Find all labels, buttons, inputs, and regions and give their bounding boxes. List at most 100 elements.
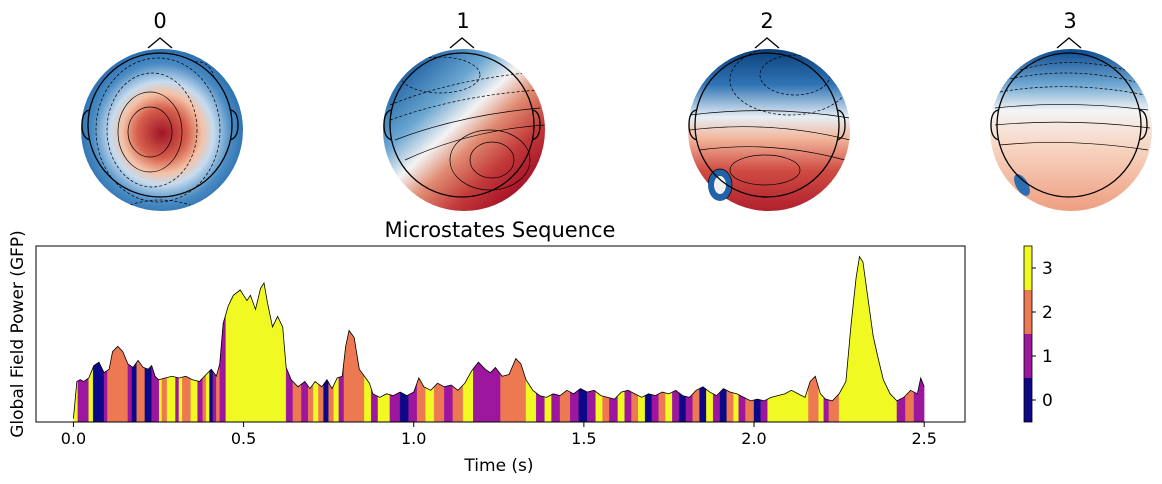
state-segment-32 bbox=[323, 379, 329, 423]
topomap-1-head-outline bbox=[383, 37, 541, 198]
state-segment-21 bbox=[209, 368, 214, 423]
state-segment-64 bbox=[631, 391, 639, 423]
state-segment-13 bbox=[166, 376, 176, 423]
state-segment-27 bbox=[292, 381, 302, 423]
state-segment-55 bbox=[559, 390, 571, 423]
state-segment-73 bbox=[692, 388, 700, 423]
state-segment-83 bbox=[760, 398, 768, 423]
state-segment-23 bbox=[216, 363, 220, 423]
x-tick-label-3: 1.5 bbox=[571, 429, 596, 448]
topomap-1: 1 bbox=[383, 9, 545, 211]
state-segment-14 bbox=[175, 376, 180, 423]
topomap-3: 3 bbox=[990, 9, 1152, 211]
colorbar-label-1: 1 bbox=[1042, 347, 1053, 367]
x-tick-label-2: 1.0 bbox=[401, 429, 426, 448]
state-segment-18 bbox=[197, 377, 203, 423]
state-segment-39 bbox=[377, 393, 391, 423]
state-segment-30 bbox=[313, 381, 319, 423]
x-axis-label: Time (s) bbox=[463, 456, 533, 476]
topomap-1-title: 1 bbox=[456, 9, 469, 33]
x-axis-ticks: 0.0 0.5 1.0 1.5 2.0 2.5 bbox=[61, 422, 937, 448]
state-segment-74 bbox=[699, 386, 707, 423]
state-segment-61 bbox=[609, 395, 619, 423]
state-segment-59 bbox=[595, 391, 603, 423]
state-segment-78 bbox=[726, 389, 734, 423]
state-segment-82 bbox=[753, 398, 762, 423]
state-segment-68 bbox=[658, 391, 666, 423]
colorbar-label-0: 0 bbox=[1042, 391, 1053, 411]
state-segment-9 bbox=[144, 365, 152, 423]
topomap-0-head-outline bbox=[81, 37, 239, 198]
state-segment-38 bbox=[370, 388, 379, 423]
state-segment-66 bbox=[644, 393, 653, 423]
plot-frame bbox=[35, 245, 966, 423]
gfp-curve bbox=[73, 255, 925, 419]
topomap-2-title: 2 bbox=[760, 9, 773, 33]
topomap-3-head-outline bbox=[990, 37, 1148, 198]
state-segment-45 bbox=[433, 383, 445, 423]
state-segment-12 bbox=[161, 377, 168, 423]
state-segment-72 bbox=[685, 393, 693, 423]
y-axis-label: Global Field Power (GFP) bbox=[8, 230, 28, 438]
state-segment-58 bbox=[587, 390, 596, 423]
colorbar-band-3 bbox=[1024, 246, 1032, 290]
state-segment-16 bbox=[182, 376, 192, 423]
state-segment-15 bbox=[178, 376, 183, 423]
state-segment-49 bbox=[473, 361, 501, 423]
state-segment-88 bbox=[828, 393, 840, 423]
state-segment-31 bbox=[318, 383, 324, 423]
state-segment-28 bbox=[301, 381, 309, 423]
state-segment-70 bbox=[672, 390, 680, 423]
state-segment-42 bbox=[408, 382, 418, 423]
state-segment-7 bbox=[131, 361, 137, 423]
colorbar-band-0 bbox=[1024, 378, 1032, 422]
state-segment-4 bbox=[103, 369, 108, 423]
state-segment-33 bbox=[328, 381, 334, 423]
topomap-0-title: 0 bbox=[153, 9, 166, 33]
x-tick-label-5: 2.5 bbox=[911, 429, 936, 448]
colorbar: 0 1 2 3 bbox=[1023, 245, 1053, 423]
state-segment-77 bbox=[719, 388, 727, 423]
state-segment-6 bbox=[127, 363, 133, 423]
state-segment-60 bbox=[602, 395, 610, 423]
colorbar-label-2: 2 bbox=[1042, 303, 1053, 323]
topomap-0: 0 bbox=[81, 9, 243, 211]
state-segment-79 bbox=[733, 392, 739, 423]
state-segment-54 bbox=[551, 393, 561, 423]
state-segment-75 bbox=[706, 389, 714, 423]
state-segment-65 bbox=[638, 395, 646, 423]
state-segment-57 bbox=[578, 388, 588, 423]
state-segment-5 bbox=[107, 346, 129, 423]
state-segment-90 bbox=[896, 395, 906, 423]
state-segment-89 bbox=[838, 256, 898, 423]
colorbar-band-1 bbox=[1024, 334, 1032, 378]
state-segment-56 bbox=[570, 389, 579, 423]
state-segment-41 bbox=[399, 391, 409, 423]
state-segment-91 bbox=[905, 390, 915, 423]
state-segment-46 bbox=[444, 384, 454, 423]
state-segment-44 bbox=[425, 386, 435, 423]
state-segments bbox=[73, 256, 925, 423]
state-segment-76 bbox=[712, 391, 721, 423]
state-segment-80 bbox=[738, 394, 746, 423]
state-segment-11 bbox=[158, 378, 163, 423]
state-segment-22 bbox=[212, 370, 217, 423]
state-segment-62 bbox=[617, 390, 625, 423]
state-segment-71 bbox=[678, 392, 687, 423]
topomap-2: 2 bbox=[688, 9, 850, 211]
state-segment-3 bbox=[92, 361, 105, 423]
state-segment-19 bbox=[202, 373, 207, 423]
state-segment-63 bbox=[624, 390, 632, 423]
state-segment-69 bbox=[665, 391, 673, 423]
state-segment-1 bbox=[77, 377, 89, 423]
state-segment-67 bbox=[651, 393, 659, 423]
colorbar-label-3: 3 bbox=[1042, 259, 1053, 279]
state-segment-81 bbox=[745, 397, 755, 423]
state-segment-87 bbox=[823, 396, 830, 423]
state-segment-40 bbox=[389, 391, 401, 423]
state-segment-8 bbox=[136, 360, 146, 423]
state-segment-10 bbox=[151, 365, 160, 423]
state-segment-52 bbox=[536, 392, 545, 423]
colorbar-frame bbox=[1023, 245, 1033, 423]
